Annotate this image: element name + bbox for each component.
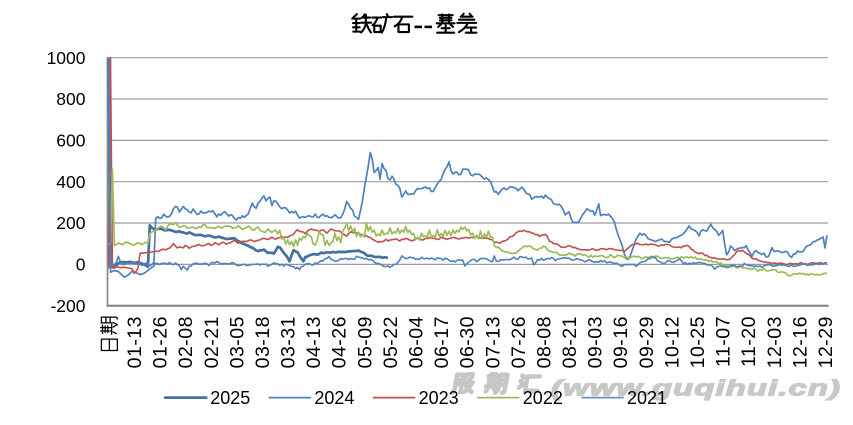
svg-text:08-21: 08-21 (559, 316, 581, 368)
svg-text:09-16: 09-16 (610, 316, 632, 368)
svg-text:600: 600 (56, 131, 85, 151)
svg-text:12-03: 12-03 (764, 316, 786, 368)
svg-text:06-17: 06-17 (431, 316, 453, 368)
svg-text:2022: 2022 (523, 388, 563, 408)
svg-text:08-08: 08-08 (533, 316, 555, 368)
svg-text:400: 400 (56, 172, 85, 192)
svg-text:03-18: 03-18 (252, 316, 274, 368)
svg-text:03-05: 03-05 (226, 316, 248, 368)
svg-text:06-04: 06-04 (406, 316, 428, 368)
svg-text:02-21: 02-21 (201, 316, 223, 368)
svg-text:2025: 2025 (210, 388, 250, 408)
svg-text:10-12: 10-12 (661, 316, 683, 368)
svg-text:0: 0 (76, 255, 86, 275)
svg-text:10-25: 10-25 (687, 316, 709, 368)
svg-text:01-26: 01-26 (150, 316, 172, 368)
svg-text:2021: 2021 (627, 388, 667, 408)
svg-text:1000: 1000 (47, 48, 86, 68)
svg-text:11-20: 11-20 (738, 316, 760, 367)
svg-text:12-16: 12-16 (789, 316, 811, 368)
svg-text:(www.guqihui.cn): (www.guqihui.cn) (551, 376, 841, 401)
svg-text:09-29: 09-29 (636, 316, 658, 368)
svg-text:800: 800 (56, 89, 85, 109)
svg-text:2024: 2024 (314, 388, 354, 408)
svg-text:05-09: 05-09 (354, 316, 376, 368)
svg-text:04-13: 04-13 (303, 316, 325, 368)
svg-text:-200: -200 (50, 296, 85, 316)
svg-text:01-13: 01-13 (124, 316, 146, 368)
svg-text:11-07: 11-07 (713, 316, 735, 367)
svg-text:12-29: 12-29 (815, 316, 837, 368)
svg-text:05-22: 05-22 (380, 316, 402, 368)
svg-text:200: 200 (56, 213, 85, 233)
svg-text:2023: 2023 (419, 388, 459, 408)
svg-text:02-08: 02-08 (175, 316, 197, 368)
svg-text:04-26: 04-26 (329, 316, 351, 368)
svg-text:09-03: 09-03 (585, 316, 607, 368)
svg-text:07-26: 07-26 (508, 316, 530, 368)
svg-text:06-30: 06-30 (457, 316, 479, 368)
svg-text:07-13: 07-13 (482, 316, 504, 368)
svg-text:03-31: 03-31 (278, 316, 300, 368)
